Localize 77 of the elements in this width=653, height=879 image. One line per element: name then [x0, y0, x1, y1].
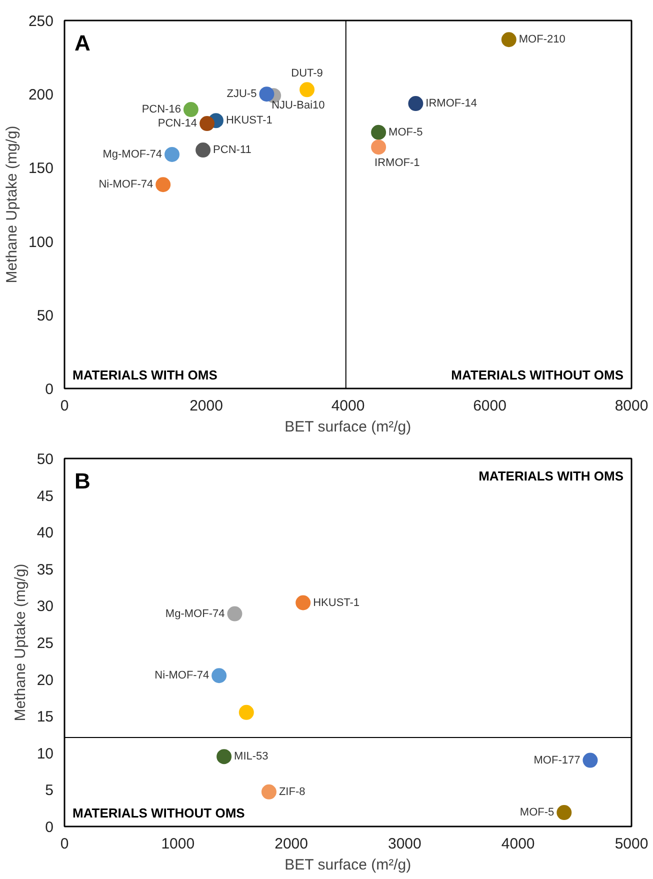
annotation: MIL-53	[234, 750, 268, 763]
y-tick-label: 250	[28, 13, 54, 30]
point	[216, 749, 232, 764]
point	[261, 784, 276, 800]
annotation: HKUST-1	[226, 114, 272, 127]
x-tick-label: 3000	[388, 836, 422, 852]
annotation: Mg-MOF-74	[165, 608, 225, 620]
y-tick-label: 10	[36, 745, 54, 762]
annotation: PCN-16	[142, 104, 181, 116]
y-tick-label: 30	[36, 598, 54, 616]
point	[196, 142, 211, 158]
point	[227, 606, 242, 622]
y-axis-title: Methane Uptake (mg/g)	[12, 564, 29, 722]
point	[582, 752, 598, 768]
point	[183, 102, 198, 118]
x-tick-label: 2000	[190, 398, 223, 414]
y-tick-label: 20	[36, 672, 54, 689]
point	[164, 146, 180, 162]
x-tick-label: 5000	[614, 836, 648, 852]
x-tick-label: 4000	[331, 398, 365, 414]
point	[259, 86, 274, 102]
annotation: MOF-5	[520, 806, 554, 819]
point	[300, 82, 315, 98]
point	[501, 32, 516, 48]
y-tick-label: 5	[45, 782, 54, 800]
annotation: MATERIALS WITH OMS	[478, 468, 624, 484]
annotation: HKUST-1	[313, 596, 360, 609]
point	[200, 116, 215, 132]
x-tick-label: 0	[60, 836, 69, 852]
x-axis-title: BET surface (m²/g)	[284, 418, 412, 436]
annotation: Ni-MOF-74	[98, 178, 154, 191]
x-tick-label: 4000	[501, 836, 535, 852]
annotation: PCN-11	[213, 144, 252, 156]
x-tick-label: 2000	[274, 836, 308, 852]
x-tick-label: 8000	[614, 398, 648, 414]
x-tick-label: 6000	[473, 398, 506, 414]
annotation: NJU-Bai10	[272, 100, 325, 112]
y-tick-label: 45	[36, 488, 54, 505]
annotation: DUT-9	[291, 68, 323, 80]
y-tick-label: 50	[36, 451, 54, 468]
y-tick-label: 15	[36, 708, 54, 726]
y-tick-label: 0	[45, 381, 54, 398]
point	[556, 805, 572, 820]
annotation: MOF-5	[388, 126, 423, 138]
annotation: Ni-MOF-74	[154, 670, 210, 682]
annotation: ZJU-5	[226, 88, 257, 100]
x-tick-label: 1000	[161, 836, 195, 852]
x-axis-title: BET surface (m²/g)	[284, 856, 412, 874]
y-axis-title: Methane Uptake (mg/g)	[3, 126, 20, 284]
y-tick-label: 25	[36, 635, 54, 652]
annotation: B	[74, 468, 90, 494]
y-tick-label: 40	[36, 524, 54, 542]
annotation: MATERIALS WITH OMS	[72, 368, 218, 382]
point	[238, 704, 254, 720]
y-tick-label: 50	[36, 307, 54, 324]
point	[371, 124, 386, 140]
annotation: MOF-177	[534, 754, 580, 766]
annotation: MOF-210	[518, 34, 566, 46]
annotation: MATERIALS WITHOUT OMS	[451, 368, 624, 382]
y-tick-label: 200	[28, 86, 54, 104]
annotation: IRMOF-14	[426, 98, 478, 110]
annotation: ZIF-8	[278, 786, 306, 798]
annotation: IRMOF-1	[374, 157, 420, 170]
y-tick-label: 150	[28, 160, 54, 178]
annotation: MATERIALS WITHOUT OMS	[72, 806, 246, 820]
annotation: A	[74, 30, 90, 56]
point	[371, 140, 386, 155]
point	[212, 668, 227, 684]
annotation: PCN-14	[158, 118, 198, 130]
point	[156, 177, 171, 192]
point	[296, 595, 311, 610]
point	[408, 96, 424, 112]
y-tick-label: 0	[45, 819, 54, 836]
x-tick-label: 0	[60, 398, 69, 414]
y-tick-label: 35	[36, 561, 54, 578]
annotation: Mg-MOF-74	[102, 148, 162, 160]
y-tick-label: 100	[28, 234, 54, 251]
